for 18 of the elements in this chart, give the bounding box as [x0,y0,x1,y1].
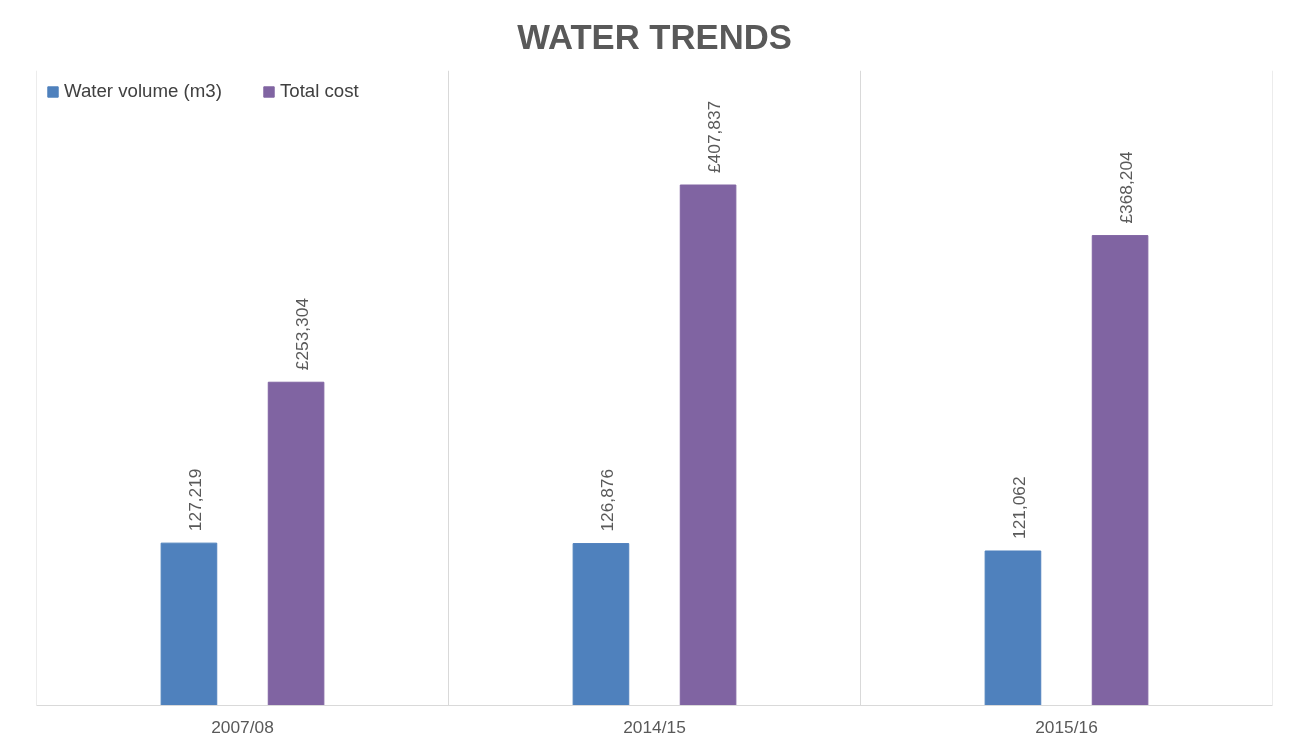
data-label: £253,304 [292,297,313,371]
bar [160,542,218,706]
data-label: £407,837 [704,100,725,174]
bar [984,550,1042,706]
data-label: £368,204 [1116,150,1137,224]
bar [572,543,630,706]
legend-label: Total cost [279,80,359,102]
data-label: 127,219 [184,468,205,532]
chart-title: WATER TRENDS [517,17,792,56]
bar [679,184,737,706]
legend-label: Water volume (m3) [64,80,222,102]
x-tick-label: 2014/15 [623,716,686,737]
x-tick-label: 2015/16 [1035,716,1098,737]
data-label: 126,876 [596,468,617,532]
bar [1091,235,1149,706]
x-tick-label: 2007/08 [211,716,274,737]
data-label: 121,062 [1008,476,1029,539]
bar [267,381,325,706]
